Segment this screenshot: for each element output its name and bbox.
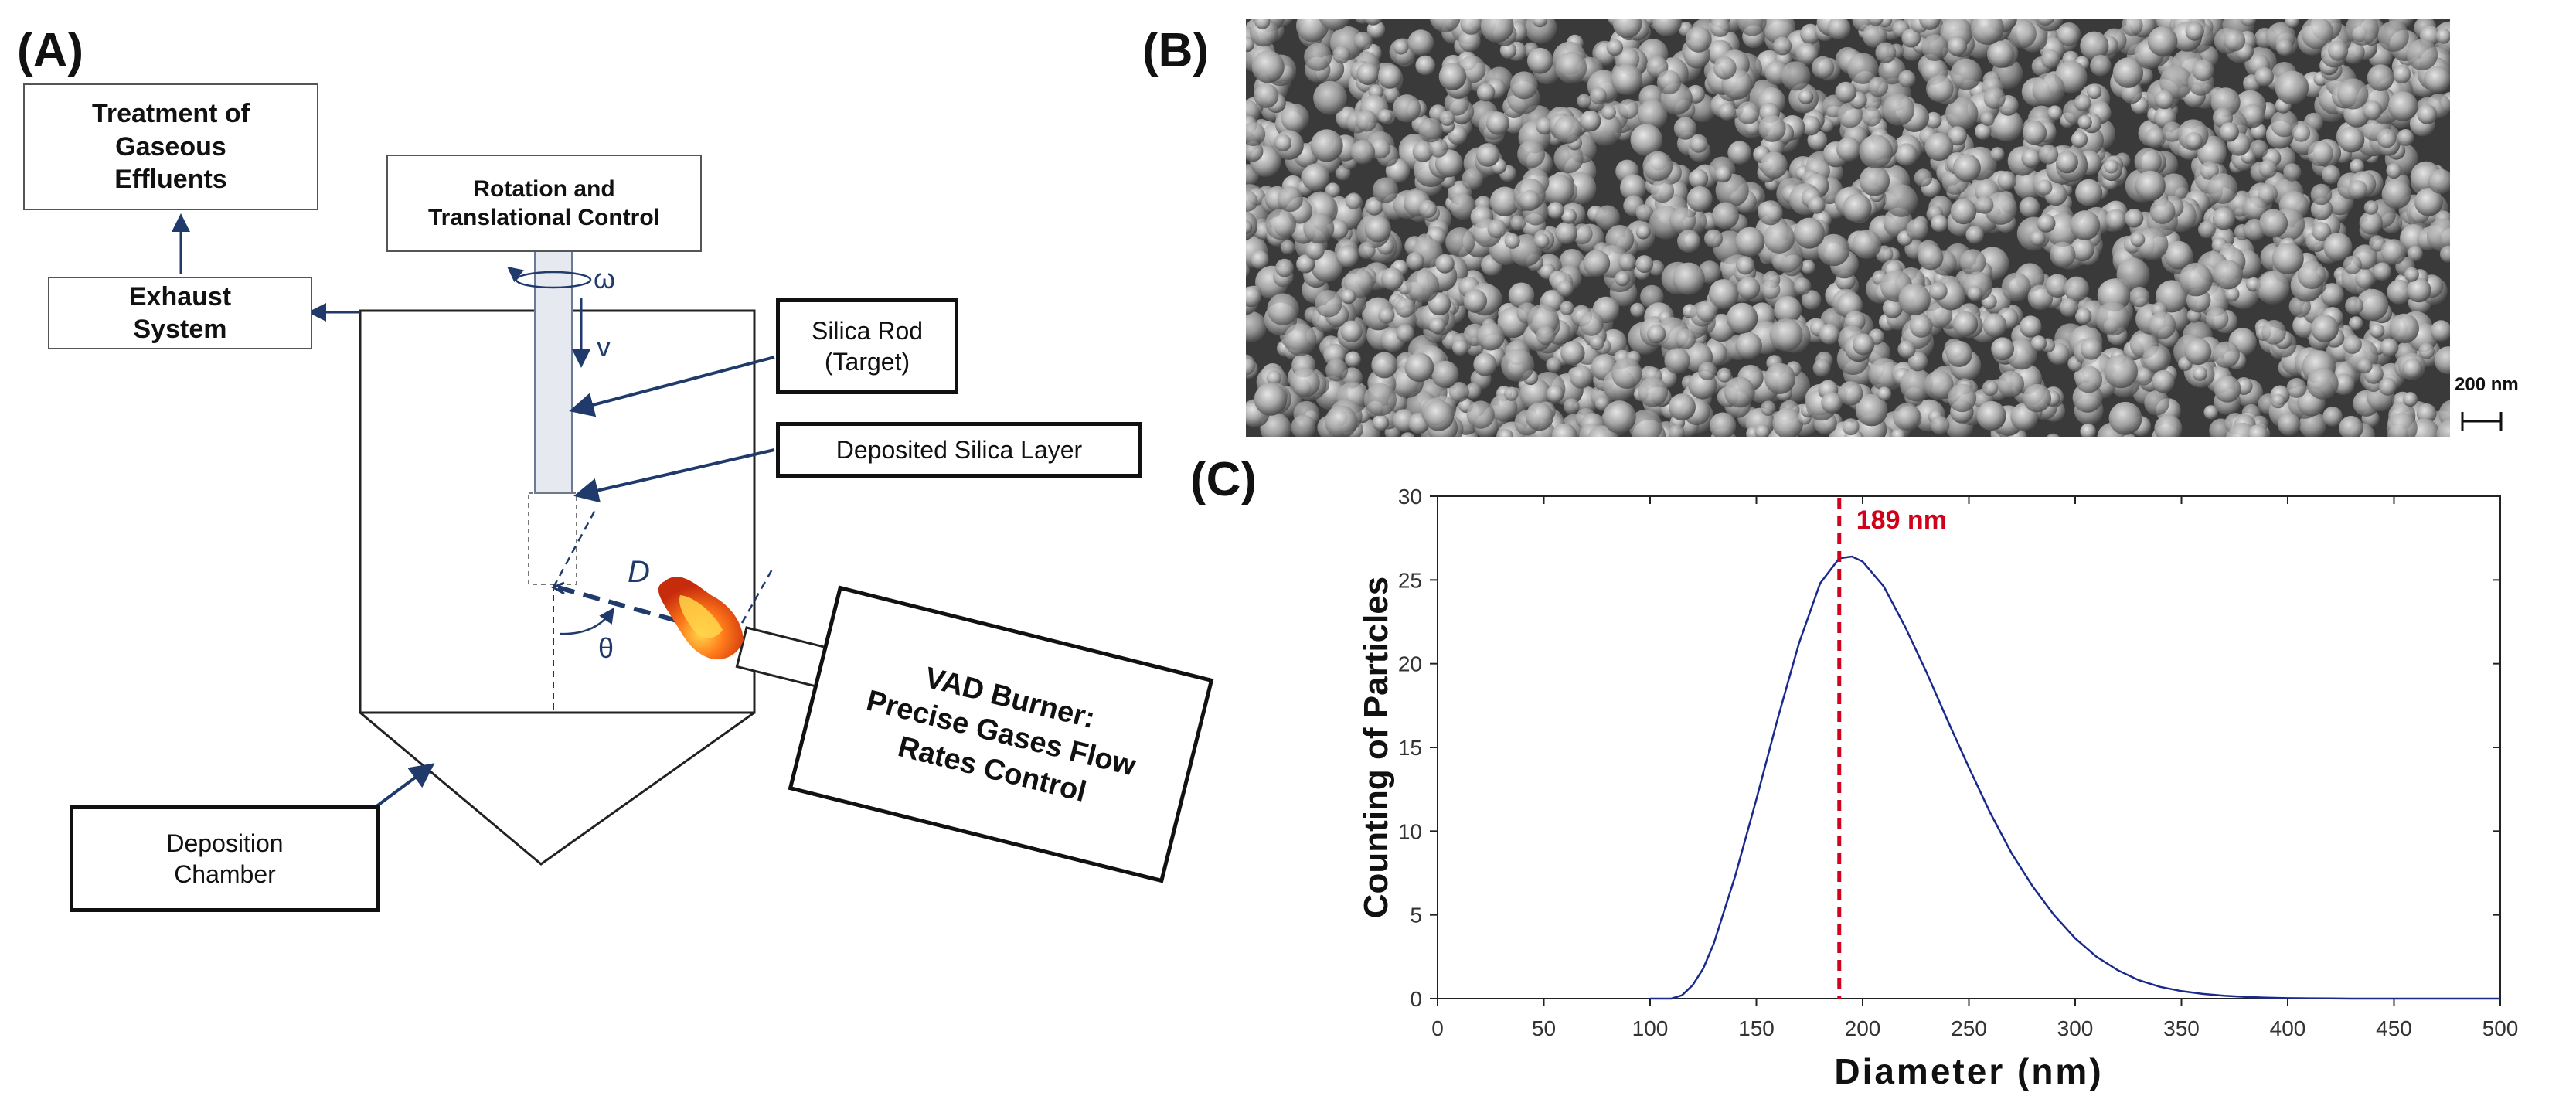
v-symbol: v [597,331,611,362]
panel-label-c: (C) [1190,453,1257,506]
x-tick-label: 200 [1845,1016,1881,1040]
vad-burner-box-label: VAD Burner: Precise Gases Flow Rates Con… [863,661,1139,808]
exhaust-box-label: Exhaust System [128,281,232,345]
y-tick-label: 20 [1398,652,1422,676]
plot-frame [1437,495,2501,999]
x-tick-label: 0 [1431,1016,1444,1040]
y-tick-label: 15 [1398,736,1422,760]
y-tick-label: 5 [1410,904,1422,928]
x-axis-label: Diameter (nm) [1834,1051,2103,1091]
sem-texture [1246,19,2450,437]
treatment-box: Treatment of Gaseous Effluents [23,83,318,210]
silica-rod [534,245,573,494]
treatment-box-label: Treatment of Gaseous Effluents [91,99,250,195]
omega-symbol: ω [594,263,616,294]
size-distribution-chart: 0 50 100 150 200 250 300 350 400 450 500 0 5 10 15 20 25… [1357,485,2519,1091]
x-tick-label: 100 [1632,1016,1669,1040]
x-tick-label: 50 [1532,1016,1556,1040]
panel-label-b: (B) [1142,24,1210,77]
x-tick-label: 350 [2163,1016,2200,1040]
y-tick-label: 10 [1398,819,1422,843]
theta-arc [559,607,614,635]
x-tick-label: 500 [2482,1016,2519,1040]
scale-bar-label: 200 nm [2455,374,2519,395]
silica-rod-arrow [569,356,775,417]
y-tick-label: 0 [1410,987,1422,1011]
x-tick-label: 450 [2376,1016,2412,1040]
deposition-chamber-arrow [374,763,435,808]
y-axis-label: Counting of Particles [1357,577,1395,918]
peak-annotation: 189 nm [1856,505,1947,535]
sem-micrograph [1246,19,2450,437]
panel-label-a: (A) [17,24,84,77]
deposited-layer-box-label: Deposited Silica Layer [835,436,1083,464]
exhaust-box: Exhaust System [48,277,312,349]
x-tick-label: 250 [1951,1016,1987,1040]
deposition-chamber-box: Deposition Chamber [70,805,380,912]
x-tick-label: 150 [1738,1016,1775,1040]
distribution-curve [1650,555,2500,1000]
deposition-chamber-box-label: Deposition Chamber [166,829,284,888]
rotation-box: Rotation and Translational Control [386,155,702,252]
x-tick-label: 400 [2270,1016,2306,1040]
silica-rod-box: Silica Rod (Target) [776,298,958,394]
vad-diagram [172,213,846,866]
x-tick-label: 300 [2057,1016,2094,1040]
deposited-layer-box: Deposited Silica Layer [776,422,1142,478]
chamber-funnel [359,711,755,866]
rotation-box-label: Rotation and Translational Control [427,175,661,231]
theta-symbol: θ [598,632,614,664]
d-symbol: D [628,555,650,589]
y-tick-label: 30 [1398,485,1422,509]
scale-bar [2461,412,2503,431]
y-tick-label: 25 [1398,568,1422,592]
silica-rod-box-label: Silica Rod (Target) [811,317,924,376]
deposited-layer-arrow [573,448,775,503]
deposited-layer [528,492,577,585]
